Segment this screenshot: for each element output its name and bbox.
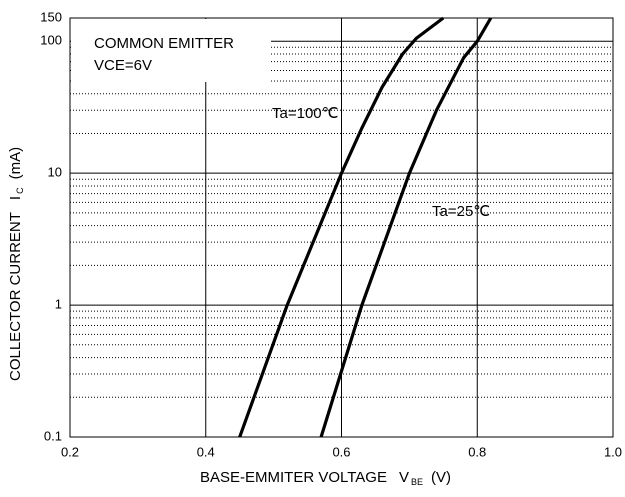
y-axis-label-part: COLLECTOR CURRENT (7, 212, 24, 381)
y-tick-label: 0.1 (44, 428, 62, 443)
plot-frame (69, 17, 614, 438)
x-axis-label-part: BE (411, 477, 423, 487)
x-tick-label: 0.8 (468, 444, 486, 459)
y-axis-label-part: C (15, 187, 25, 194)
annotation-box (71, 19, 271, 82)
x-axis-label: BASE-EMMITER VOLTAGE V BE (V) (200, 469, 451, 487)
x-axis-label-part: (V) (431, 469, 451, 486)
x-tick-label: 0.2 (61, 444, 79, 459)
series-line (238, 16, 445, 438)
series-line (319, 17, 493, 438)
y-tick-label: 150 (40, 9, 62, 24)
x-tick-label: 1.0 (604, 444, 622, 459)
y-tick-label: 10 (48, 165, 62, 180)
y-axis-label-part: I (7, 196, 24, 200)
annotation: COMMON EMITTER (94, 35, 234, 52)
x-axis-label-part: V (399, 469, 409, 486)
y-tick-label: 1 (55, 297, 62, 312)
series-label: Ta=100℃ (272, 105, 338, 122)
series-label: Ta=25℃ (432, 203, 490, 220)
annotation: VCE=6V (94, 57, 152, 74)
y-axis-label-part: (mA) (7, 147, 24, 180)
y-axis-label: COLLECTOR CURRENT IC (mA) (7, 147, 25, 381)
x-tick-label: 0.4 (197, 444, 215, 459)
y-tick-label: 100 (40, 33, 62, 48)
x-axis-label-part: BASE-EMMITER VOLTAGE (200, 469, 387, 486)
x-tick-label: 0.6 (332, 444, 350, 459)
